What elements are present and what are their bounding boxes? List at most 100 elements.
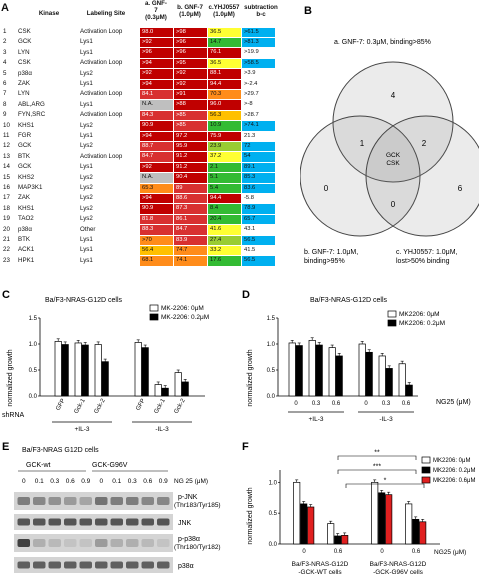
y-tick-label: 1.5 bbox=[29, 316, 38, 322]
legend-label: MK2206: 0.2μM bbox=[399, 320, 445, 327]
legend-swatch bbox=[149, 313, 159, 321]
cell-a: 84.1 bbox=[140, 89, 173, 100]
venn-count-c: 6 bbox=[458, 184, 463, 193]
table-row: 8 ABL,ARG Lys1 N.A. >88 96.0 >-8 bbox=[0, 100, 300, 110]
header-kinase: Kinase bbox=[38, 10, 60, 17]
bar bbox=[174, 372, 182, 397]
table-row: 9 FYN,SRC Activation Loop 84.3 >85 56.3 >28.7 bbox=[0, 110, 300, 121]
blot-band bbox=[95, 518, 108, 526]
row-site: Lys2 bbox=[80, 184, 93, 191]
cell-b: >91 bbox=[174, 89, 207, 100]
sig-bracket bbox=[337, 469, 417, 474]
table-row: 23 HPK1 Lys1 68.1 74.1 17.6 56.5 bbox=[0, 256, 300, 266]
bar bbox=[74, 342, 82, 397]
row-site: Lys1 bbox=[80, 246, 93, 254]
blot-band bbox=[110, 518, 123, 526]
cell-d: 89.1 bbox=[242, 162, 275, 173]
chart-d: D Ba/F3-NRAS-G12D cells normalized growt… bbox=[242, 289, 471, 423]
cell-d: >58.5 bbox=[242, 58, 275, 69]
row-kinase: KHS1 bbox=[18, 121, 35, 129]
y-tick-label: 1.0 bbox=[267, 342, 276, 348]
cell-d: -5.8 bbox=[242, 193, 275, 204]
blot-band bbox=[110, 539, 123, 547]
blot-band bbox=[33, 561, 46, 569]
table-row: 5 p38α Lys2 >92 >92 88.1 >3.9 bbox=[0, 69, 300, 79]
blot-band bbox=[79, 497, 92, 505]
cell-b: 90.4 bbox=[174, 173, 207, 183]
x-tick-label: 0.6 bbox=[412, 549, 421, 555]
lane-dose-label: 0.1 bbox=[35, 478, 44, 485]
blot-band bbox=[157, 518, 170, 526]
row-number: 8 bbox=[3, 100, 7, 108]
blot-band bbox=[17, 518, 30, 526]
bar bbox=[398, 363, 406, 397]
venn-count-ac: 2 bbox=[422, 139, 427, 148]
cell-a: >92 bbox=[140, 162, 173, 173]
bar bbox=[134, 342, 142, 397]
lane-dose-label: 0.9 bbox=[159, 478, 168, 485]
cell-d: >81.3 bbox=[242, 37, 275, 48]
cell-d: 65.7 bbox=[242, 214, 275, 225]
cell-d: >74.1 bbox=[242, 121, 275, 131]
legend: MK-2206: 0μM MK-2206: 0.2μM bbox=[149, 304, 209, 321]
row-number: 15 bbox=[3, 173, 10, 181]
cell-b: 86.1 bbox=[174, 214, 207, 225]
cell-c: 23.9 bbox=[208, 141, 241, 152]
cell-c: 76.1 bbox=[208, 48, 241, 58]
row-kinase: FYN,SRC bbox=[18, 111, 46, 119]
row-number: 1 bbox=[3, 28, 7, 35]
cell-b: >96 bbox=[174, 37, 207, 48]
chart-f-group1-l1: Ba/F3-NRAS-G12D bbox=[292, 561, 349, 568]
row-kinase: HPK1 bbox=[18, 256, 35, 264]
blot-band bbox=[95, 561, 108, 569]
x-tick-label: 0.6 bbox=[332, 401, 341, 407]
chart-f-group1-l2: -GCK-WT cells bbox=[298, 569, 342, 576]
sig-label: *** bbox=[373, 464, 381, 471]
venn-label-a: a. GNF-7: 0.3μM, binding>85% bbox=[334, 39, 431, 46]
row-site: Lys1 bbox=[80, 163, 93, 171]
cell-d: 78.9 bbox=[242, 204, 275, 214]
blot-band bbox=[141, 497, 154, 505]
cell-c: 88.1 bbox=[208, 69, 241, 79]
y-tick-label: 0.5 bbox=[269, 511, 278, 517]
cell-c: 96.0 bbox=[208, 100, 241, 110]
bar bbox=[334, 535, 342, 545]
cell-c: 41.6 bbox=[208, 225, 241, 235]
x-tick-label: 0 bbox=[294, 401, 298, 407]
row-kinase: GCK bbox=[18, 142, 32, 150]
cell-d: 83.6 bbox=[242, 183, 275, 193]
blot-band bbox=[110, 497, 123, 505]
cell-c: 56.3 bbox=[208, 110, 241, 121]
cell-d: 54 bbox=[242, 152, 275, 162]
chart-d-ylabel: normalized growth bbox=[247, 349, 254, 406]
row-number: 20 bbox=[3, 225, 10, 233]
table-row: 4 CSK Activation Loop >94 >95 36.5 >58.5 bbox=[0, 58, 300, 69]
header-site: Labeling Site bbox=[86, 10, 126, 17]
cell-d: >29.7 bbox=[242, 89, 275, 100]
panel-letter-e: E bbox=[2, 441, 9, 453]
bar bbox=[288, 342, 296, 397]
bar bbox=[327, 523, 335, 545]
blot-band bbox=[79, 518, 92, 526]
bar bbox=[378, 355, 386, 397]
band-label: p-p38α bbox=[178, 536, 200, 543]
panel-letter-f: F bbox=[242, 441, 249, 453]
row-site: Lys2 bbox=[80, 173, 93, 181]
cell-a: 84.3 bbox=[140, 110, 173, 121]
row-site: Lys1 bbox=[80, 132, 93, 139]
row-kinase: KHS1 bbox=[18, 204, 35, 212]
x-tick-label: 0.3 bbox=[312, 401, 321, 407]
cell-c: 5.1 bbox=[208, 173, 241, 183]
blot-band bbox=[110, 561, 123, 569]
y-tick-label: 0.5 bbox=[267, 368, 276, 374]
cell-c: 36.5 bbox=[208, 27, 241, 37]
lane-dose-label: 0 bbox=[22, 478, 26, 485]
bar bbox=[94, 344, 102, 397]
table-row: 1 CSK Activation Loop 98.0 >98 36.5 >61.5 bbox=[0, 27, 300, 37]
row-kinase: ABL,ARG bbox=[18, 100, 45, 108]
blot-band bbox=[64, 497, 77, 505]
blot-band bbox=[17, 539, 30, 547]
bar bbox=[412, 518, 420, 545]
bar bbox=[308, 340, 316, 397]
row-site: Activation Loop bbox=[80, 90, 123, 98]
